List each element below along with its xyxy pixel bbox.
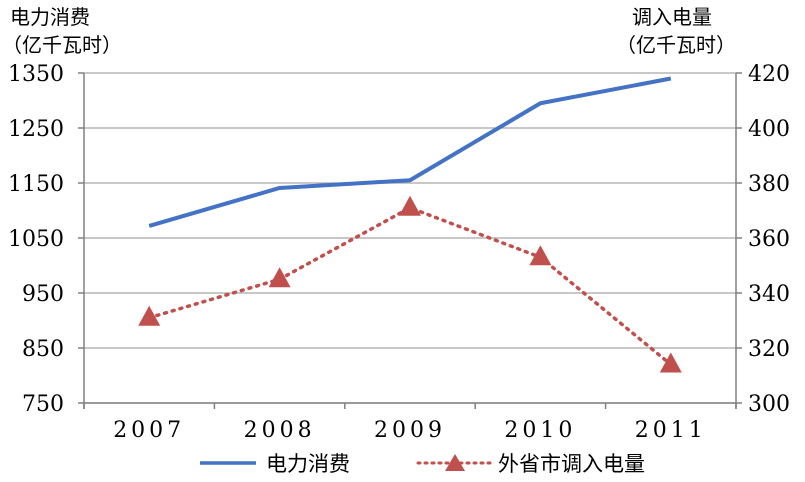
right-tick-label: 420	[748, 62, 790, 87]
x-tick-label: 2009	[374, 418, 446, 443]
left-tick-label: 1050	[8, 227, 64, 252]
legend-marker-import	[445, 454, 465, 471]
left-tick-labels: 1350 1250 1150 1050 950 850 750	[8, 62, 64, 417]
triangle-marker	[529, 245, 552, 266]
triangle-marker	[659, 352, 682, 373]
series-line-power	[148, 76, 672, 228]
right-axis-title-line1: 调入电量	[632, 5, 712, 29]
series-line-import	[147, 205, 673, 367]
right-tick-label: 380	[748, 172, 790, 197]
triangle-marker	[138, 305, 161, 326]
right-tick-label: 360	[748, 227, 790, 252]
x-tick-label: 2008	[244, 418, 316, 443]
legend-label-power: 电力消费	[266, 452, 350, 476]
left-tick-label: 950	[22, 282, 64, 307]
right-tick-label: 320	[748, 337, 790, 362]
triangle-marker	[399, 195, 421, 216]
legend: 电力消费 外省市调入电量	[200, 452, 645, 476]
left-tick-label: 1350	[8, 62, 64, 87]
left-tick-label: 1150	[8, 172, 64, 197]
left-axis-title-line1: 电力消费	[10, 5, 90, 29]
right-tick-labels: 420 400 380 360 340 320 300	[748, 62, 790, 417]
gridlines	[84, 72, 736, 404]
left-tick-label: 850	[22, 337, 64, 362]
right-tick-label: 340	[748, 282, 790, 307]
x-tick-label: 2011	[635, 418, 707, 443]
axes	[78, 72, 742, 409]
right-tick-label: 400	[748, 117, 790, 142]
series-group	[138, 76, 682, 373]
x-tick-labels: 2007 2008 2009 2010 2011	[113, 418, 707, 443]
x-tick-label: 2010	[504, 418, 576, 443]
right-axis-title-line2: （亿千瓦时）	[616, 33, 736, 57]
x-tick-label: 2007	[113, 418, 185, 443]
left-tick-label: 750	[22, 392, 64, 417]
legend-label-import: 外省市调入电量	[498, 452, 645, 476]
left-axis-title-line2: （亿千瓦时）	[2, 33, 122, 57]
triangle-marker	[268, 267, 291, 288]
right-tick-label: 300	[748, 392, 790, 417]
left-tick-label: 1250	[8, 117, 64, 142]
